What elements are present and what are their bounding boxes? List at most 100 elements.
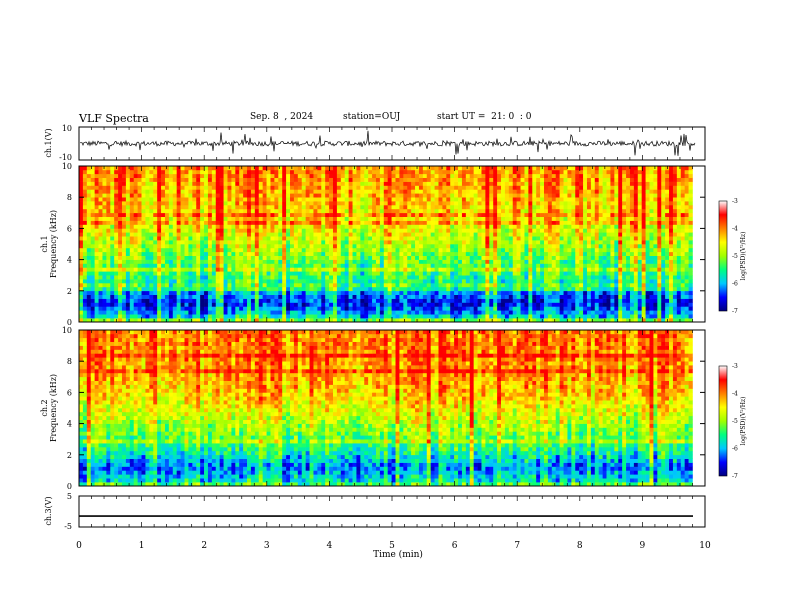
spectrogram-cell bbox=[192, 279, 197, 284]
spectrogram-cell bbox=[176, 216, 181, 221]
spectrogram-cell bbox=[528, 216, 533, 221]
spectrogram-cell bbox=[133, 251, 138, 256]
spectrogram-cell bbox=[465, 318, 471, 323]
spectrogram-cell bbox=[188, 275, 193, 280]
spectrogram-cell bbox=[594, 251, 599, 256]
spectrogram-cell bbox=[196, 240, 201, 245]
spectrogram-cell bbox=[219, 228, 224, 233]
spectrogram-cell bbox=[508, 201, 514, 206]
spectrogram-cell bbox=[672, 224, 678, 229]
spectrogram-cell bbox=[485, 205, 490, 210]
spectrogram-cell bbox=[227, 310, 232, 315]
spectrogram-cell bbox=[618, 255, 623, 260]
spectrogram-cell bbox=[153, 263, 158, 268]
spectrogram-cell bbox=[153, 318, 158, 323]
spectrogram-cell bbox=[231, 224, 236, 229]
spectrogram-cell bbox=[645, 236, 650, 241]
spectrogram-cell bbox=[168, 224, 174, 229]
spectrogram-cell bbox=[360, 294, 365, 299]
spectrogram-cell bbox=[247, 294, 252, 299]
spectrogram-cell bbox=[606, 298, 611, 303]
spectrogram-cell bbox=[239, 259, 244, 264]
spectrogram-cell bbox=[309, 271, 314, 276]
spectrogram-cell bbox=[543, 259, 549, 264]
spectrogram-cell bbox=[661, 240, 666, 245]
spectrogram-cell bbox=[149, 286, 154, 292]
spectrogram-cell bbox=[504, 247, 510, 253]
spectrogram-cell bbox=[493, 298, 498, 303]
spectrogram-cell bbox=[329, 208, 334, 214]
spectrogram-cell bbox=[508, 318, 514, 323]
spectrogram-cell bbox=[168, 197, 174, 202]
spectrogram-cell bbox=[469, 255, 474, 260]
spectrogram-cell bbox=[250, 275, 256, 280]
spectrogram-cell bbox=[512, 298, 517, 303]
spectrogram-cell bbox=[665, 290, 670, 295]
spectrogram-cell bbox=[579, 251, 584, 256]
spectrogram-cell bbox=[501, 216, 506, 221]
spectrogram-cell bbox=[94, 259, 99, 264]
spectrogram-cell bbox=[372, 271, 377, 276]
spectrogram-cell bbox=[641, 294, 646, 299]
spectrogram-cell bbox=[106, 314, 111, 319]
spectrogram-cell bbox=[368, 208, 373, 214]
spectrogram-cell bbox=[211, 263, 217, 268]
spectrogram-cell bbox=[579, 306, 584, 311]
spectrogram-cell bbox=[356, 275, 361, 280]
spectrogram-cell bbox=[481, 259, 486, 264]
spectrogram-cell bbox=[450, 216, 455, 221]
spectrogram-cell bbox=[372, 302, 377, 307]
spectrogram-cell bbox=[94, 275, 99, 280]
spectrogram-cell bbox=[317, 216, 322, 221]
spectrogram-cell bbox=[121, 259, 127, 264]
spectrogram-cell bbox=[270, 298, 275, 303]
spectrogram-cell bbox=[684, 306, 689, 311]
spectrogram-cell bbox=[379, 290, 385, 295]
spectrogram-cell bbox=[282, 298, 287, 303]
spectrogram-cell bbox=[501, 294, 506, 299]
spectrogram-cell bbox=[352, 247, 357, 253]
spectrogram-cell bbox=[391, 314, 396, 319]
spectrogram-cell bbox=[458, 247, 463, 253]
spectrogram-cell bbox=[364, 208, 369, 214]
spectrogram-cell bbox=[422, 212, 428, 217]
spectrogram-cell bbox=[305, 224, 310, 229]
spectrogram-cell bbox=[379, 286, 385, 292]
spectrogram-cell bbox=[516, 314, 521, 319]
spectrogram-cell bbox=[254, 259, 260, 264]
spectrogram-cell bbox=[415, 286, 420, 292]
spectrogram-cell bbox=[528, 240, 533, 245]
spectrogram-cell bbox=[497, 283, 502, 288]
spectrogram-cell bbox=[583, 205, 588, 210]
spectrogram-cell bbox=[172, 244, 177, 249]
spectrogram-cell bbox=[219, 205, 224, 210]
spectrogram-cell bbox=[629, 224, 635, 229]
spectrogram-cell bbox=[536, 232, 541, 237]
spectrogram-cell bbox=[610, 302, 615, 307]
spectrogram-cell bbox=[79, 290, 84, 295]
spectrogram-cell bbox=[278, 251, 283, 256]
spectrogram-cell bbox=[458, 224, 463, 229]
spectrogram-cell bbox=[125, 306, 131, 311]
spectrogram-cell bbox=[512, 228, 517, 233]
spectrogram-cell bbox=[407, 259, 412, 264]
spectrogram-cell bbox=[461, 263, 467, 268]
spectrogram-cell bbox=[469, 220, 474, 225]
spectrogram-cell bbox=[164, 259, 170, 264]
spectrogram-cell bbox=[411, 263, 416, 268]
spectrogram-cell bbox=[82, 302, 88, 307]
spectrogram-cell bbox=[301, 236, 306, 241]
spectrogram-cell bbox=[200, 240, 205, 245]
spectrogram-cell bbox=[278, 302, 283, 307]
spectrogram-cell bbox=[426, 290, 431, 295]
spectrogram-cell bbox=[270, 251, 275, 256]
spectrogram-cell bbox=[336, 286, 342, 292]
spectrogram-cell bbox=[676, 240, 682, 245]
spectrogram-cell bbox=[352, 298, 357, 303]
spectrogram-cell bbox=[184, 294, 189, 299]
spectrogram-cell bbox=[383, 212, 388, 217]
spectrogram-cell bbox=[442, 220, 447, 225]
spectrogram-cell bbox=[360, 216, 365, 221]
spectrogram-cell bbox=[540, 208, 545, 214]
spectrogram-cell bbox=[90, 267, 95, 272]
